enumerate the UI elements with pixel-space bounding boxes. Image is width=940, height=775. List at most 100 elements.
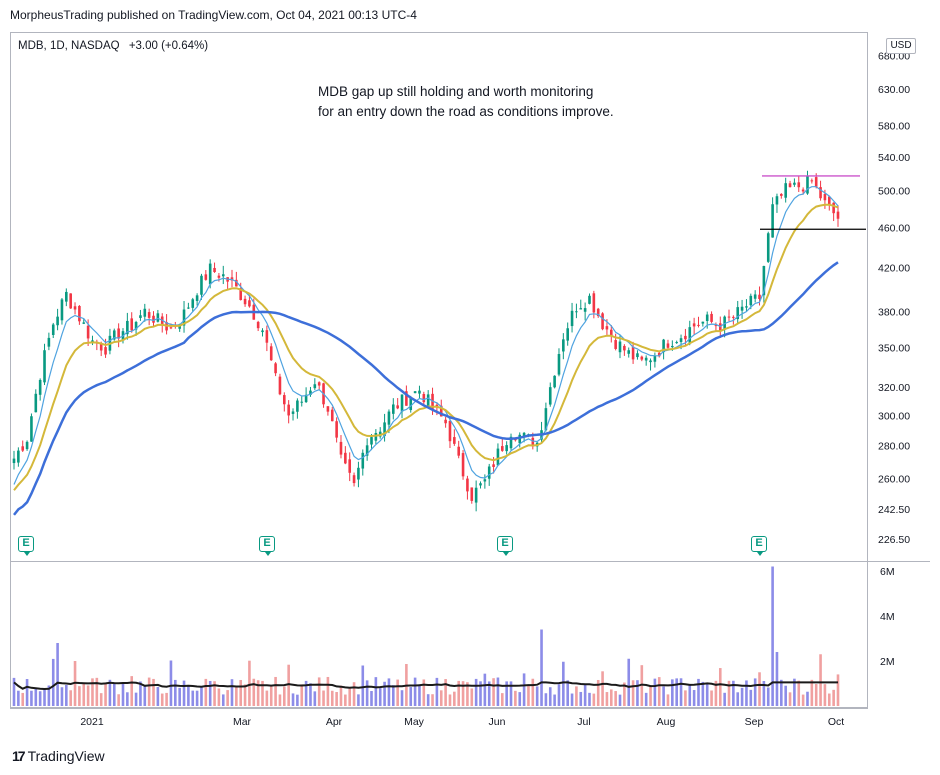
candle-body [291,411,295,414]
candle-body [370,437,373,445]
candle-body [317,382,321,386]
candle-body [304,394,308,403]
candle-body [396,405,399,409]
candle-body [418,390,421,394]
candle-body [592,293,596,313]
earnings-icon[interactable]: E [497,536,513,556]
volume-bar [548,687,552,706]
candle-body [836,211,840,219]
time-tick-label: May [404,716,425,728]
candle-body [557,354,561,375]
candle-body [239,288,243,300]
volume-bar [771,566,774,706]
candle-body [34,393,38,413]
candle-body [112,330,116,340]
candle-body [405,391,408,406]
candle-body [65,291,68,302]
pane-divider[interactable] [10,561,930,562]
candle-body [553,375,556,388]
candle-body [492,464,495,467]
candle-body [30,416,33,442]
volume-bar [736,692,740,706]
volume-bar [836,674,840,706]
volume-bar [535,686,539,706]
candle-body [69,293,72,309]
ema-mid-line [13,203,839,491]
candle-body [82,322,86,324]
price-tick-label: 300.00 [878,410,910,422]
attribution: MorpheusTrading published on TradingView… [10,8,417,22]
volume-bar [126,692,129,706]
candle-body [631,346,635,360]
volume-bar [684,690,687,706]
candle-body [697,324,700,326]
volume-bar [174,679,177,706]
candle-body [326,406,330,412]
candle-body [287,404,290,416]
candle-body [51,324,55,335]
candle-body [793,182,796,185]
earnings-icon[interactable]: E [18,536,34,556]
tradingview-logo[interactable]: 17 TradingView [12,748,105,764]
candle-body [649,360,652,363]
volume-bar [191,690,195,706]
volume-bar [248,660,251,706]
volume-bar [479,681,482,706]
volume-bar [313,691,317,706]
earnings-icon[interactable]: E [751,536,767,556]
candle-body [361,452,365,469]
volume-bar [518,692,522,706]
candle-body [117,328,120,339]
volume-bar [583,683,587,706]
candle-body [147,312,151,318]
candle-body [675,342,678,344]
volume-bar [361,665,365,706]
candle-body [309,390,312,395]
volume-bar [705,683,709,706]
candle-body [243,298,247,305]
symbol-legend[interactable]: MDB, 1D, NASDAQ +3.00 (+0.64%) [18,40,208,52]
candle-body [409,397,413,411]
volume-bar [827,693,831,706]
sma-long-line [13,261,839,516]
candle-body [579,308,583,310]
candle-body [156,313,160,322]
annotation-line-1: MDB gap up still holding and worth monit… [318,84,594,99]
candle-body [269,346,273,361]
chart-annotation[interactable]: MDB gap up still holding and worth monit… [318,82,614,122]
candle-body [104,347,107,355]
candle-body [274,363,277,374]
candle-body [775,196,779,205]
time-tick-label: Sep [745,716,764,728]
volume-bar [609,689,613,706]
chart-frame[interactable] [10,32,868,708]
volume-bar [330,690,334,706]
candle-body [618,341,622,353]
volume-bar [34,688,38,706]
currency-badge[interactable]: USD [886,38,916,54]
volume-bar [745,680,748,706]
volume-bar [117,694,120,706]
volume-bar [557,684,561,706]
time-tick-label: Mar [233,716,252,728]
volume-bar [832,689,835,706]
volume-bar [243,684,247,706]
candle-body [330,409,334,422]
volume-bar [112,683,116,706]
volume-bar [470,688,474,706]
volume-bar [139,681,142,706]
candle-body [562,339,565,352]
volume-bar [221,694,225,706]
volume-bar [596,679,600,706]
volume-bar [317,677,321,706]
candle-body [766,233,770,262]
candle-body [248,300,251,307]
volume-bar [269,685,273,706]
volume-bar [749,689,753,706]
volume-bar [265,690,269,706]
candle-body [570,310,574,327]
earnings-icon[interactable]: E [259,536,275,556]
candle-body [278,376,282,395]
volume-bar [570,693,574,706]
